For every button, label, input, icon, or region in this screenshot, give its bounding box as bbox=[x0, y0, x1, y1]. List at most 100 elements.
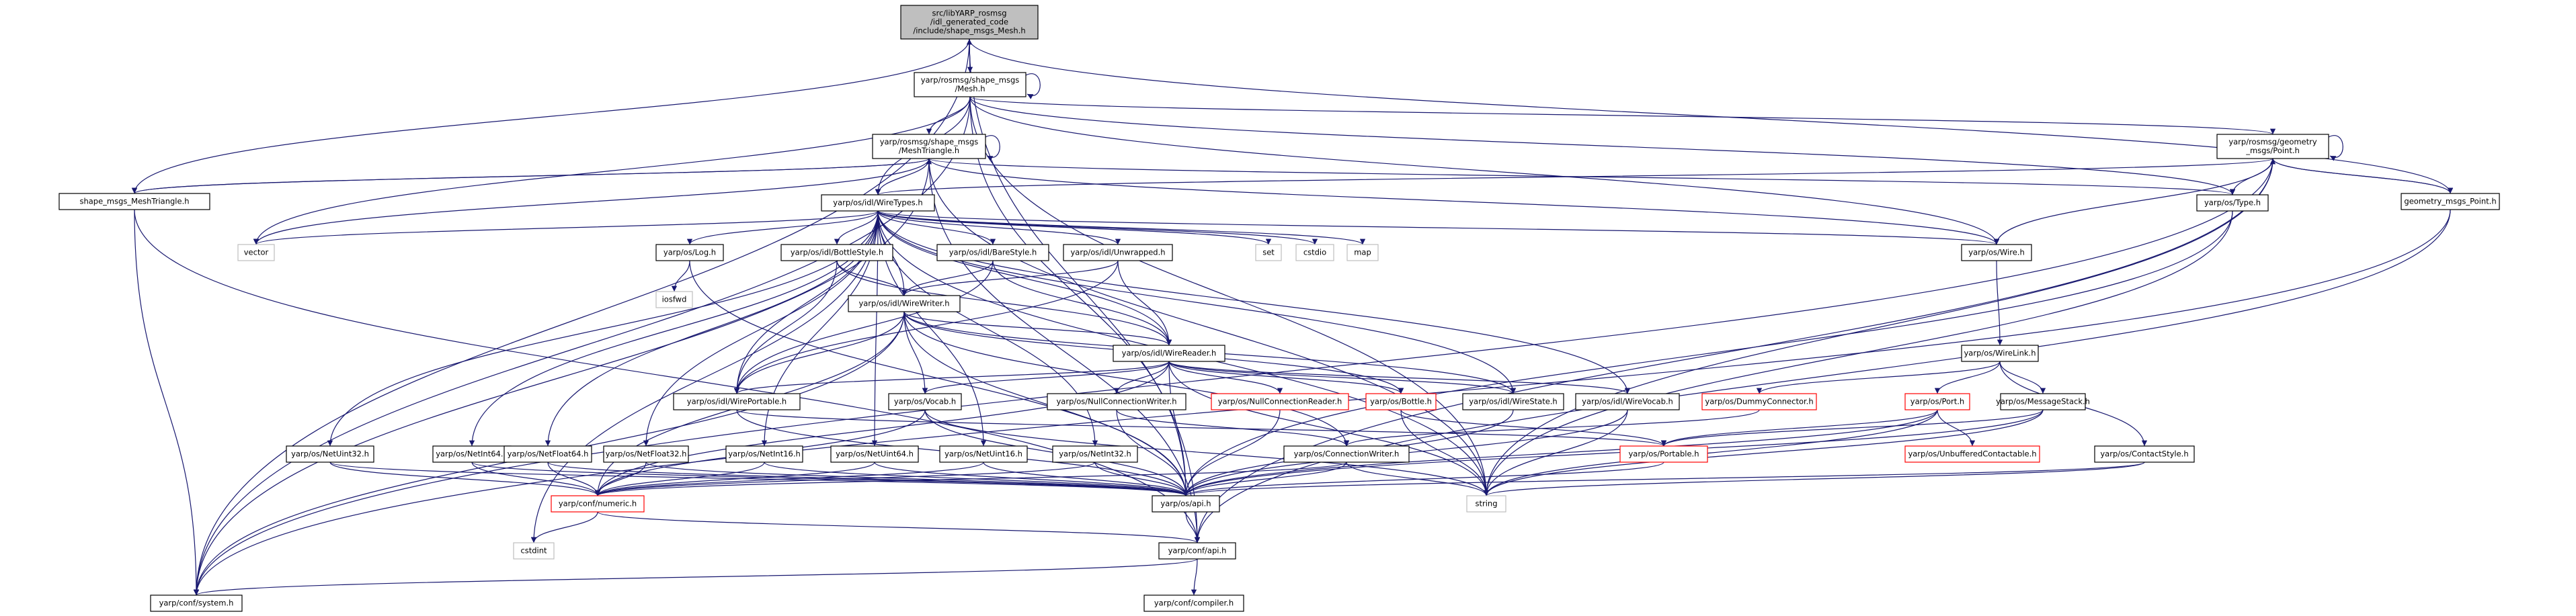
dependency-edge-root-to-smt bbox=[131, 38, 970, 194]
node-geopoint[interactable]: yarp/rosmsg/geometry_msgs/Point.h bbox=[2216, 134, 2329, 159]
dependency-edge-smt-to-system bbox=[134, 209, 200, 596]
node-label: shape_msgs_MeshTriangle.h bbox=[79, 197, 189, 206]
node-cstdint[interactable]: cstdint bbox=[513, 542, 555, 560]
node-unbuffered[interactable]: yarp/os/UnbufferedContactable.h bbox=[1904, 445, 2040, 463]
node-vocab[interactable]: yarp/os/Vocab.h bbox=[888, 393, 962, 410]
node-wirestate[interactable]: yarp/os/idl/WireState.h bbox=[1462, 393, 1564, 410]
dependency-edge-msgstack-to-portable bbox=[1660, 409, 2044, 447]
node-box bbox=[1143, 595, 1244, 612]
node-wirewriter[interactable]: yarp/os/idl/WireWriter.h bbox=[848, 295, 961, 312]
node-mesh[interactable]: yarp/rosmsg/shape_msgs/Mesh.h bbox=[914, 72, 1027, 97]
dependency-edge-wirereader-to-apih bbox=[1168, 361, 1189, 496]
node-system[interactable]: yarp/conf/system.h bbox=[150, 595, 243, 612]
dependency-edge-contactstyle-to-apih bbox=[1183, 461, 2145, 496]
dependency-edge-wirereader-to-vocab bbox=[922, 361, 1170, 394]
node-unwrapped[interactable]: yarp/os/idl/Unwrapped.h bbox=[1063, 244, 1173, 261]
dependency-edge-nullconnwriter-to-connwriter bbox=[1116, 409, 1350, 447]
node-box bbox=[725, 445, 803, 463]
node-netfloat64[interactable]: yarp/os/NetFloat64.h bbox=[504, 445, 592, 463]
node-bottlestyle[interactable]: yarp/os/idl/BottleStyle.h bbox=[780, 244, 893, 261]
dependency-edge-wirereader-to-numeric bbox=[594, 361, 1170, 496]
node-box bbox=[914, 72, 1027, 97]
dependency-edge-wirereader-to-nullconnwriter bbox=[1113, 361, 1170, 394]
dependency-edge-wirereader-to-nullconnreader bbox=[1168, 361, 1283, 394]
node-confapi[interactable]: yarp/conf/api.h bbox=[1158, 542, 1236, 560]
dependency-edge-msgstack-to-string bbox=[1483, 409, 2044, 496]
node-box bbox=[2401, 193, 2500, 210]
node-wirelink[interactable]: yarp/os/WireLink.h bbox=[1961, 345, 2039, 362]
node-label: yarp/os/DummyConnector.h bbox=[1705, 397, 1813, 406]
node-netint32[interactable]: yarp/os/NetInt32.h bbox=[1052, 445, 1138, 463]
dependency-edge-wirereader-to-wirevocab bbox=[1168, 361, 1630, 394]
node-compiler[interactable]: yarp/conf/compiler.h bbox=[1143, 595, 1244, 612]
node-string[interactable]: string bbox=[1466, 495, 1506, 513]
node-label: yarp/os/Port.h bbox=[1910, 397, 1964, 406]
node-box bbox=[1346, 244, 1379, 261]
node-netfloat32[interactable]: yarp/os/NetFloat32.h bbox=[603, 445, 689, 463]
dependency-edge-wirereader-to-wireportable bbox=[734, 361, 1170, 394]
node-vector[interactable]: vector bbox=[237, 244, 275, 261]
node-gmp[interactable]: geometry_msgs_Point.h bbox=[2401, 193, 2500, 210]
node-log[interactable]: yarp/os/Log.h bbox=[655, 244, 724, 261]
node-nullconnreader[interactable]: yarp/os/NullConnectionReader.h bbox=[1211, 393, 1349, 410]
node-cstdio[interactable]: cstdio bbox=[1295, 244, 1334, 261]
dependency-edge-wiretypes-to-cstdio bbox=[877, 210, 1318, 245]
dependency-edge-wirewriter-to-wireportable bbox=[733, 311, 905, 394]
node-box bbox=[1063, 244, 1173, 261]
node-bottle[interactable]: yarp/os/Bottle.h bbox=[1365, 393, 1437, 410]
dependency-edge-confapi-to-compiler bbox=[1191, 558, 1198, 596]
node-set[interactable]: set bbox=[1255, 244, 1282, 261]
node-netint16[interactable]: yarp/os/NetInt16.h bbox=[725, 445, 803, 463]
node-wireportable[interactable]: yarp/os/idl/WirePortable.h bbox=[673, 393, 801, 410]
dependency-edge-vocab-to-string bbox=[924, 409, 1490, 496]
node-label: iosfwd bbox=[662, 295, 687, 304]
dependency-edge-geopoint-to-wire bbox=[1993, 158, 2273, 245]
node-wirevocab[interactable]: yarp/os/idl/WireVocab.h bbox=[1575, 393, 1680, 410]
node-label: map bbox=[1354, 248, 1371, 257]
node-connwriter[interactable]: yarp/os/ConnectionWriter.h bbox=[1283, 445, 1410, 463]
node-msgstack[interactable]: yarp/os/MessageStack.h bbox=[1996, 393, 2090, 410]
node-label: /idl_generated_code bbox=[930, 17, 1008, 27]
node-box bbox=[1113, 345, 1225, 362]
dependency-edge-netint32-to-numeric bbox=[595, 461, 1096, 496]
dependency-edge-geopoint-to-string bbox=[1483, 158, 2273, 496]
node-netuint32[interactable]: yarp/os/NetUint32.h bbox=[286, 445, 374, 463]
node-wire[interactable]: yarp/os/Wire.h bbox=[1961, 244, 2032, 261]
node-wiretypes[interactable]: yarp/os/idl/WireTypes.h bbox=[821, 194, 935, 212]
dependency-edge-netuint16-to-numeric bbox=[594, 461, 984, 496]
node-box bbox=[936, 244, 1049, 261]
node-apih[interactable]: yarp/os/api.h bbox=[1152, 495, 1220, 513]
node-wirereader[interactable]: yarp/os/idl/WireReader.h bbox=[1113, 345, 1225, 362]
dependency-edge-bottlestyle-to-wireportable bbox=[733, 260, 838, 394]
dependency-edge-wiretypes-to-wire bbox=[877, 210, 1999, 245]
node-meshtri[interactable]: yarp/rosmsg/shape_msgs/MeshTriangle.h bbox=[872, 134, 986, 159]
dependency-edge-wiretypes-to-wirestate bbox=[877, 210, 1517, 394]
node-netint64[interactable]: yarp/os/NetInt64.h bbox=[432, 445, 512, 463]
dependency-edge-msgstack-to-apih bbox=[1182, 409, 2044, 496]
node-portable[interactable]: yarp/os/Portable.h bbox=[1619, 445, 1708, 463]
node-smt[interactable]: shape_msgs_MeshTriangle.h bbox=[58, 193, 210, 210]
node-map[interactable]: map bbox=[1346, 244, 1379, 261]
dependency-edge-wiretypes-to-log bbox=[686, 210, 879, 245]
dependency-edge-wirereader-to-bottle bbox=[1168, 361, 1404, 394]
node-numeric[interactable]: yarp/conf/numeric.h bbox=[551, 495, 645, 513]
dependency-edge-bottlestyle-to-wirewriter bbox=[836, 260, 908, 296]
node-typeh[interactable]: yarp/os/Type.h bbox=[2196, 194, 2269, 212]
node-box bbox=[2094, 445, 2195, 463]
node-nullconnwriter[interactable]: yarp/os/NullConnectionWriter.h bbox=[1047, 393, 1186, 410]
node-netuint16[interactable]: yarp/os/NetUint16.h bbox=[939, 445, 1028, 463]
node-box bbox=[513, 542, 555, 560]
node-netuint64[interactable]: yarp/os/NetUint64.h bbox=[830, 445, 919, 463]
node-box bbox=[1575, 393, 1680, 410]
node-contactstyle[interactable]: yarp/os/ContactStyle.h bbox=[2094, 445, 2195, 463]
dependency-edge-meshtri-to-vector bbox=[253, 158, 930, 245]
node-box bbox=[1047, 393, 1186, 410]
node-label: cstdint bbox=[520, 546, 547, 556]
node-dummyconn[interactable]: yarp/os/DummyConnector.h bbox=[1701, 393, 1817, 410]
node-port[interactable]: yarp/os/Port.h bbox=[1904, 393, 1970, 410]
node-barestyle[interactable]: yarp/os/idl/BareStyle.h bbox=[936, 244, 1049, 261]
node-root[interactable]: src/libYARP_rosmsg/idl_generated_code/in… bbox=[900, 5, 1039, 40]
dependency-edge-geopoint-to-confapi bbox=[1194, 158, 2273, 543]
node-iosfwd[interactable]: iosfwd bbox=[655, 291, 693, 308]
